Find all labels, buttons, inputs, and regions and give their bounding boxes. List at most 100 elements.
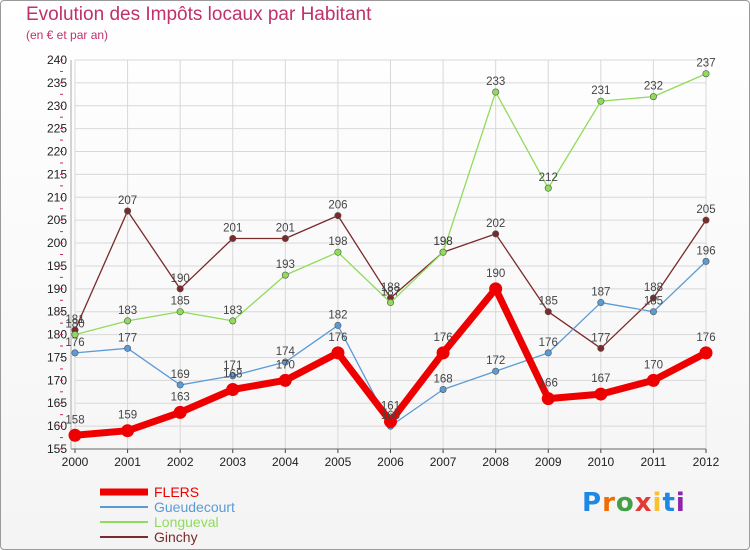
data-point-longueval [71, 331, 79, 339]
data-point-longueval [649, 93, 657, 101]
data-label-longueval: 231 [591, 85, 610, 97]
data-point-gueudecourt [176, 381, 184, 389]
data-point-longueval [439, 248, 447, 256]
data-label-ginchy: 185 [539, 296, 558, 308]
data-point-gueudecourt [492, 367, 500, 375]
data-point-flers [699, 346, 713, 360]
data-point-gueudecourt [544, 349, 552, 357]
data-label-flers: 170 [276, 359, 295, 371]
data-label-gueudecourt: 182 [328, 309, 347, 321]
x-tick-label: 2004 [272, 455, 299, 469]
data-point-flers [68, 428, 82, 442]
axes: 1551601651701751801851901952002052102152… [47, 53, 720, 469]
data-point-longueval [124, 317, 132, 325]
y-tick-label: 240 [47, 53, 67, 67]
data-point-flers [541, 392, 555, 406]
data-label-flers: 190 [486, 268, 505, 280]
logo-letter: P [582, 488, 603, 518]
data-point-longueval [281, 271, 289, 279]
data-label-longueval: 183 [118, 305, 137, 317]
data-point-gueudecourt [229, 372, 237, 380]
data-point-flers [278, 373, 292, 387]
y-tick-label: 220 [47, 145, 67, 159]
data-label-ginchy: 206 [328, 200, 347, 212]
legend-label-ginchy: Ginchy [154, 529, 198, 545]
y-tick-label: 170 [47, 373, 67, 387]
data-label-longueval: 212 [539, 172, 558, 184]
legend-label-gueudecourt: Gueudecourt [154, 499, 235, 515]
data-label-ginchy: 201 [223, 222, 242, 234]
data-point-longueval [597, 97, 605, 105]
data-point-ginchy [124, 207, 132, 215]
x-tick-label: 2011 [641, 455, 667, 469]
y-tick-label: 155 [47, 442, 67, 456]
y-tick-label: 235 [47, 76, 67, 90]
data-point-flers [121, 424, 135, 438]
data-label-longueval: 185 [171, 296, 190, 308]
data-label-longueval: 198 [328, 236, 347, 248]
x-tick-label: 2002 [167, 455, 194, 469]
logo-letter: o [615, 488, 635, 518]
data-label-flers: 159 [118, 410, 137, 422]
x-tick-label: 2000 [62, 455, 89, 469]
chart-title: Evolution des Impôts locaux par Habitant [26, 4, 372, 25]
y-tick-label: 225 [47, 122, 67, 136]
logo-letter: t [662, 488, 676, 518]
y-tick-label: 175 [47, 350, 67, 364]
data-label-ginchy: 188 [644, 282, 663, 294]
data-point-ginchy [229, 234, 237, 242]
data-point-gueudecourt [334, 321, 342, 329]
data-point-gueudecourt [124, 344, 132, 352]
y-tick-label: 180 [47, 328, 67, 342]
y-tick-label: 230 [47, 99, 67, 113]
data-label-flers: 158 [65, 414, 84, 426]
x-tick-label: 2001 [114, 455, 141, 469]
data-point-ginchy [176, 285, 184, 293]
data-label-gueudecourt: 196 [696, 245, 715, 257]
data-label-gueudecourt: 172 [486, 355, 505, 367]
data-label-longueval: 180 [65, 319, 84, 331]
y-tick-label: 210 [47, 190, 67, 204]
data-label-gueudecourt: 174 [276, 346, 296, 358]
data-label-ginchy: 177 [591, 332, 610, 344]
data-point-flers [594, 387, 608, 401]
logo-letter: i [675, 488, 686, 518]
data-point-ginchy [702, 216, 710, 224]
data-point-flers [646, 373, 660, 387]
x-tick-label: 2003 [219, 455, 246, 469]
y-tick-label: 215 [47, 167, 67, 181]
data-point-flers [489, 282, 503, 296]
data-label-flers: 176 [696, 332, 715, 344]
data-label-longueval: 198 [433, 236, 452, 248]
legend-label-longueval: Longueval [154, 514, 219, 530]
data-label-ginchy: 205 [696, 204, 715, 216]
data-point-ginchy [334, 212, 342, 220]
x-tick-label: 2009 [535, 455, 562, 469]
data-point-ginchy [492, 230, 500, 238]
legend-label-flers: FLERS [154, 484, 199, 500]
y-tick-label: 165 [47, 396, 67, 410]
data-point-longueval [492, 88, 500, 96]
data-point-longueval [334, 248, 342, 256]
data-label-ginchy: 201 [276, 222, 295, 234]
x-tick-label: 2008 [482, 455, 509, 469]
data-label-gueudecourt: 160 [381, 410, 400, 422]
data-point-longueval [702, 70, 710, 78]
y-tick-label: 190 [47, 282, 67, 296]
data-label-ginchy: 198 [433, 236, 452, 248]
data-label-ginchy: 202 [486, 218, 505, 230]
y-tick-label: 205 [47, 213, 67, 227]
y-tick-label: 185 [47, 305, 67, 319]
data-label-flers: 176 [328, 332, 347, 344]
data-point-ginchy [544, 308, 552, 316]
data-label-gueudecourt: 185 [644, 296, 663, 308]
data-label-longueval: 183 [223, 305, 242, 317]
data-label-flers: 170 [644, 359, 663, 371]
data-point-gueudecourt [439, 386, 447, 394]
data-labels: 181 207 190 201 201 206 188 198 202 185 177 188 205 1… [65, 58, 715, 427]
data-label-flers: 168 [223, 369, 242, 381]
data-label-flers: 176 [433, 332, 452, 344]
